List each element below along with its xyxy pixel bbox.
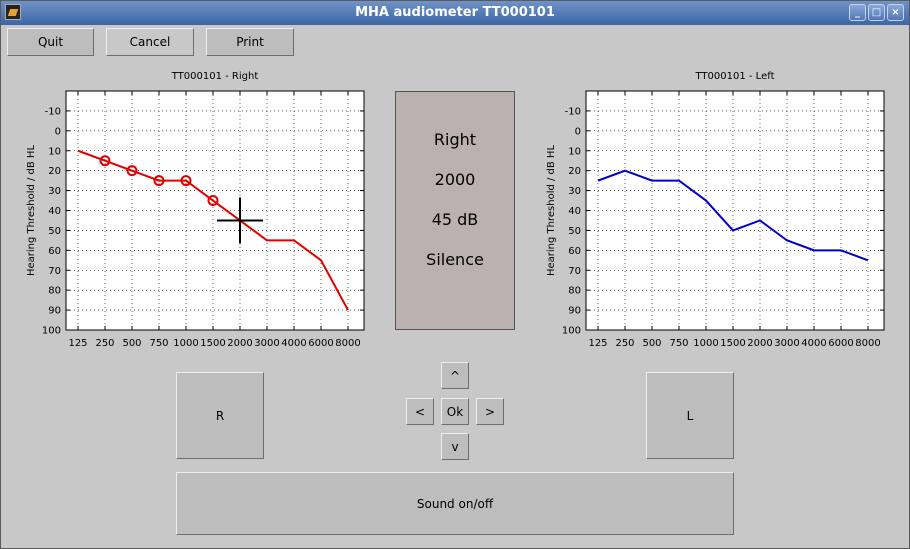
y-tick-label: 40 — [568, 206, 581, 217]
y-tick-label: -10 — [45, 106, 61, 117]
y-tick-label: 50 — [568, 226, 581, 237]
x-tick-label: 6000 — [828, 338, 853, 349]
x-tick-label: 3000 — [254, 338, 279, 349]
sound-toggle-button[interactable]: Sound on/off — [176, 472, 734, 535]
x-tick-label: 750 — [669, 338, 688, 349]
y-tick-label: 60 — [48, 246, 61, 257]
quit-button[interactable]: Quit — [7, 28, 94, 56]
left-arrow-button[interactable]: < — [406, 398, 434, 425]
right-arrow-button[interactable]: > — [476, 398, 504, 425]
y-tick-label: 30 — [48, 186, 61, 197]
left-ear-audiogram[interactable]: TT000101 - Left -10 0 10 20 30 40 50 60 70 80 90 100… — [521, 61, 901, 361]
x-tick-label: 250 — [95, 338, 114, 349]
x-tick-label: 3000 — [774, 338, 799, 349]
y-axis-label: Hearing Threshold / dB HL — [546, 145, 557, 276]
x-tick-label: 6000 — [308, 338, 333, 349]
y-tick-label: 90 — [568, 306, 581, 317]
y-tick-label: 20 — [48, 166, 61, 177]
y-tick-label: 0 — [575, 126, 581, 137]
series-line — [597, 169, 869, 262]
x-tick-label: 1500 — [720, 338, 745, 349]
x-tick-label: 500 — [122, 338, 141, 349]
y-tick-label: 90 — [48, 306, 61, 317]
right-ear-audiogram[interactable]: TT000101 - Right -10 0 10 20 30 40 50 60 70 80 90 10… — [1, 61, 381, 361]
data-point-marker — [180, 175, 192, 187]
status-sound: Silence — [426, 250, 484, 269]
minimize-button[interactable]: _ — [849, 4, 866, 21]
status-panel: Right 2000 45 dB Silence — [395, 91, 515, 330]
data-point-marker — [99, 155, 111, 167]
y-tick-label: 0 — [55, 126, 61, 137]
x-tick-label: 2000 — [747, 338, 772, 349]
x-tick-label: 4000 — [801, 338, 826, 349]
x-tick-label: 250 — [615, 338, 634, 349]
down-button[interactable]: v — [441, 433, 469, 460]
x-tick-label: 8000 — [855, 338, 880, 349]
y-tick-label: 50 — [48, 226, 61, 237]
y-tick-label: 80 — [568, 286, 581, 297]
data-point-marker — [153, 175, 165, 187]
title-bar[interactable]: MHA audiometer TT000101 _ □ × — [1, 1, 909, 25]
status-level: 45 dB — [431, 210, 479, 229]
ok-button[interactable]: Ok — [441, 398, 469, 425]
print-button[interactable]: Print — [206, 28, 294, 56]
x-tick-label: 1000 — [693, 338, 718, 349]
left-ear-button[interactable]: L — [646, 372, 734, 459]
status-frequency: 2000 — [434, 170, 476, 189]
y-tick-label: 40 — [48, 206, 61, 217]
x-tick-label: 125 — [588, 338, 607, 349]
x-tick-label: 750 — [149, 338, 168, 349]
y-tick-label: -10 — [565, 106, 581, 117]
chart-title: TT000101 - Left — [695, 71, 775, 82]
series-line — [77, 149, 349, 311]
y-tick-label: 100 — [562, 326, 581, 337]
chart-title: TT000101 - Right — [171, 71, 259, 82]
y-tick-label: 80 — [48, 286, 61, 297]
close-button[interactable]: × — [887, 4, 904, 21]
x-tick-label: 2000 — [227, 338, 252, 349]
up-button[interactable]: ^ — [441, 362, 469, 389]
y-tick-label: 20 — [568, 166, 581, 177]
y-tick-label: 100 — [42, 326, 61, 337]
data-point-marker — [126, 165, 138, 177]
x-tick-label: 500 — [642, 338, 661, 349]
x-tick-label: 1000 — [173, 338, 198, 349]
window-title: MHA audiometer TT000101 — [355, 5, 555, 20]
right-ear-button[interactable]: R — [176, 372, 264, 459]
y-tick-label: 10 — [568, 146, 581, 157]
x-tick-label: 125 — [68, 338, 87, 349]
y-tick-label: 70 — [568, 266, 581, 277]
y-tick-label: 70 — [48, 266, 61, 277]
app-icon[interactable] — [5, 4, 21, 20]
y-tick-label: 60 — [568, 246, 581, 257]
y-tick-label: 30 — [568, 186, 581, 197]
x-tick-label: 8000 — [335, 338, 360, 349]
y-axis-label: Hearing Threshold / dB HL — [26, 145, 37, 276]
x-tick-label: 1500 — [200, 338, 225, 349]
y-tick-label: 10 — [48, 146, 61, 157]
data-point-marker — [207, 195, 219, 207]
x-tick-label: 4000 — [281, 338, 306, 349]
maximize-button[interactable]: □ — [868, 4, 885, 21]
status-ear: Right — [433, 130, 477, 149]
cancel-button[interactable]: Cancel — [106, 28, 194, 56]
